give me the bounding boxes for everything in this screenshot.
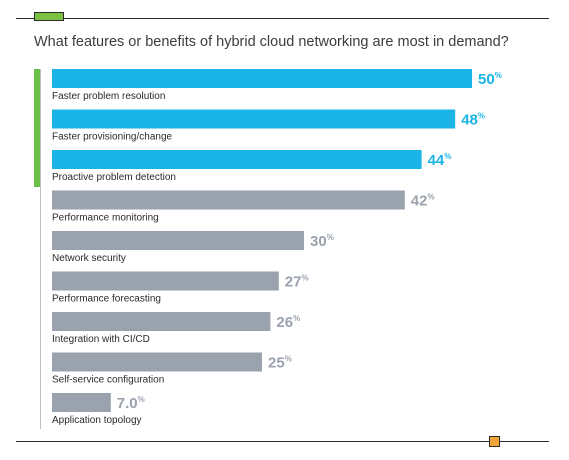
bar [52,312,271,331]
bar [52,271,279,291]
bar-value-number: 48 [461,112,478,129]
bar-category-label: Performance forecasting [52,294,161,305]
bar-value-label: 44% [428,152,452,169]
bar-value-number: 26 [276,314,293,331]
bar [52,150,422,169]
bar [52,231,304,250]
bar-category-label: Application topology [52,415,142,426]
green-marker [34,12,64,21]
highlight-accent-bar [34,69,40,187]
bar-value-unit: % [478,112,485,121]
bar-value-unit: % [427,193,434,202]
orange-marker [489,436,500,447]
bar [52,352,262,372]
bar-value-number: 42 [411,193,428,210]
bar-value-unit: % [327,233,334,242]
bar-value-label: 26% [276,314,300,331]
bar-value-number: 30 [310,233,327,250]
bar-value-label: 27% [285,274,309,291]
bar-value-unit: % [495,71,502,80]
bar-value-number: 7.0 [117,395,138,412]
bar-value-label: 42% [411,193,435,210]
bar-value-unit: % [138,395,145,404]
bar [52,190,405,210]
bar-value-unit: % [293,314,300,323]
bar-value-number: 44 [428,152,445,169]
bar-value-label: 7.0% [117,395,145,412]
bar-category-label: Integration with CI/CD [52,334,150,345]
bar-value-label: 48% [461,112,485,129]
bar [52,109,456,129]
bar-value-number: 50 [478,71,495,88]
axis-line [40,69,41,429]
bar-value-label: 50% [478,71,502,88]
bar-value-number: 25 [268,355,285,372]
bar [52,393,111,412]
bar-value-unit: % [444,152,451,161]
bar-category-label: Proactive problem detection [52,172,176,183]
bar-category-label: Network security [52,253,126,264]
bottom-rule [16,441,549,442]
bar-value-unit: % [301,274,308,283]
bar-category-label: Faster problem resolution [52,91,165,102]
bar-value-number: 27 [285,274,302,291]
bar-category-label: Self-service configuration [52,375,164,386]
bar-category-label: Performance monitoring [52,213,159,224]
bar-value-unit: % [285,355,292,364]
top-rule [16,18,549,19]
chart-title: What features or benefits of hybrid clou… [34,34,509,50]
bar-value-label: 30% [310,233,334,250]
bar-category-label: Faster provisioning/change [52,132,173,143]
bar [52,69,472,88]
bar-value-label: 25% [268,355,292,372]
